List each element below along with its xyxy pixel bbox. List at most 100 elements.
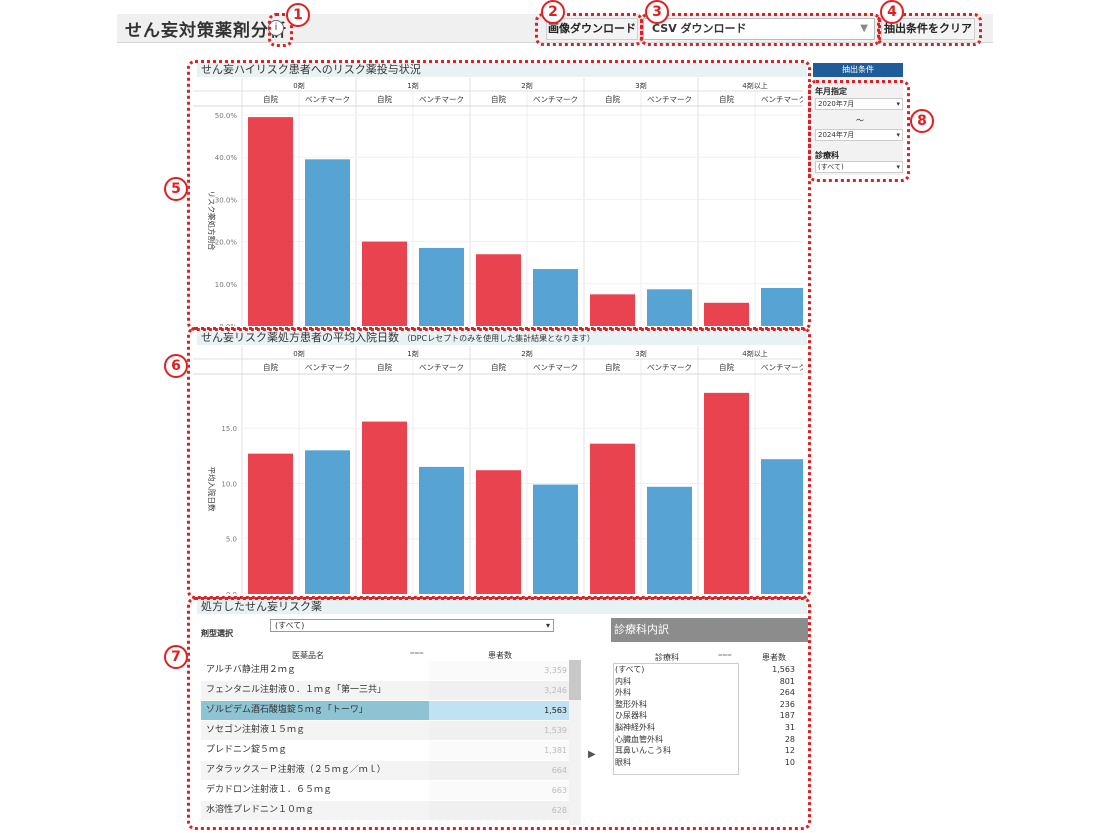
drug-row[interactable]: デカドロン注射液１．６５ｍｇ 663 — [201, 781, 569, 800]
bar-benchmark-4 — [761, 459, 803, 594]
group-label: 3剤 — [635, 81, 646, 90]
y-tick-label: 10.0 — [221, 480, 237, 488]
bar-benchmark-0 — [305, 450, 350, 594]
dept-name: 心臓血管外科 — [615, 734, 663, 744]
clear-filters-button[interactable]: 抽出条件をクリア — [881, 18, 975, 40]
bar-benchmark-2 — [533, 269, 578, 326]
bar-own-2 — [476, 470, 521, 594]
bar-own-0 — [248, 117, 293, 326]
row-bg — [429, 701, 569, 720]
dept-row[interactable]: 外科 264 — [613, 687, 795, 698]
dept-sort-icon[interactable]: ⩶ — [718, 650, 732, 659]
bar-own-4 — [704, 302, 749, 326]
image-download-button[interactable]: 画像ダウンロード — [546, 18, 638, 40]
dept-count: 12 — [784, 746, 795, 756]
play-arrow-icon: ▶ — [588, 749, 596, 760]
dosage-form-select[interactable]: (すべて) — [270, 619, 554, 632]
row-bg — [201, 721, 429, 740]
row-bg — [429, 761, 569, 780]
risk-drug-ratio-chart: 0剤 自院 ベンチマーク 1剤 自院 ベンチマーク 2剤 自院 ベンチマーク 3剤 自院 ベンチマーク… — [193, 78, 803, 326]
dept-row[interactable]: (すべて) 1,563 — [613, 664, 795, 675]
drug-row[interactable]: フェンタニル注射液０．１ｍｇ「第一三共」 3,246 — [201, 681, 569, 700]
dept-count: 28 — [784, 734, 795, 744]
csv-download-select[interactable]: CSV ダウンロード ▼ — [643, 18, 875, 40]
drug-count: 3,359 — [544, 666, 567, 675]
sub-label: 自院 — [263, 94, 278, 104]
drug-count: 1,381 — [544, 746, 567, 755]
drug-name: プレドニン錠５ｍｇ — [206, 745, 288, 755]
dept-name: 内科 — [615, 676, 631, 686]
chart1-title: せん妄ハイリスク患者へのリスク薬投与状況 — [197, 63, 807, 77]
dept-count: 187 — [779, 711, 795, 721]
drug-table-scrollbar[interactable] — [569, 660, 581, 825]
dept-count: 236 — [779, 699, 795, 709]
dept-col-header[interactable]: 診療科 — [655, 653, 679, 662]
dept-row[interactable]: ひ尿器科 187 — [613, 710, 795, 721]
drug-row[interactable]: ゾルピデム酒石酸塩錠５ｍｇ「トーワ」 1,563 — [201, 701, 569, 720]
sub-label: ベンチマーク — [533, 363, 578, 372]
drug-count-header[interactable]: 患者数 — [488, 651, 512, 660]
chart2-subtitle: （DPCレセプトのみを使用した集計結果となります） — [402, 334, 595, 343]
drug-name-header[interactable]: 医薬品名 — [292, 651, 324, 660]
page-title: せん妄対策薬剤分析 — [125, 21, 287, 41]
bar-own-2 — [476, 254, 521, 326]
group-label: 4剤以上 — [742, 349, 767, 358]
drug-name: 水溶性プレドニン１０ｍｇ — [206, 805, 315, 815]
period-from-select[interactable]: 2020年7月 — [815, 98, 903, 110]
dept-row[interactable]: 心臓血管外科 28 — [613, 734, 795, 745]
bar-own-0 — [248, 453, 293, 594]
period-to-select[interactable]: 2024年7月 — [815, 129, 903, 141]
sub-label: 自院 — [491, 94, 506, 104]
y-tick-label: 30.0% — [215, 196, 238, 204]
y-axis-label: リスク薬処方割合 — [207, 191, 217, 251]
csv-download-label: CSV ダウンロード — [652, 22, 747, 35]
row-bg — [201, 781, 429, 800]
y-tick-label: 15.0 — [221, 425, 237, 433]
dept-row[interactable]: 整形外科 236 — [613, 699, 795, 710]
sub-label: 自院 — [377, 94, 392, 104]
chart2-title-text: せん妄リスク薬処方患者の平均入院日数 — [201, 331, 399, 344]
bar-benchmark-1 — [419, 247, 464, 326]
sub-label: 自院 — [605, 94, 620, 104]
sort-icon[interactable]: ⩶ — [410, 648, 424, 657]
dept-count: 1,563 — [772, 665, 795, 674]
dept-count-header[interactable]: 患者数 — [762, 653, 786, 662]
drug-count: 664 — [551, 766, 567, 775]
bar-own-1 — [362, 241, 407, 326]
dept-row[interactable]: 眼科 10 — [613, 757, 795, 768]
drug-row[interactable]: アルチバ静注用２ｍｇ 3,359 — [201, 661, 569, 680]
bar-own-3 — [590, 294, 635, 326]
callout-3-badge: 3 — [645, 0, 669, 24]
bar-benchmark-4 — [761, 288, 803, 326]
sub-label: ベンチマーク — [419, 363, 464, 372]
dept-row[interactable]: 内科 801 — [613, 676, 795, 687]
bar-benchmark-3 — [647, 486, 692, 594]
row-bg — [201, 701, 429, 720]
sub-label: ベンチマーク — [305, 95, 350, 104]
dept-count: 801 — [779, 676, 795, 686]
row-bg — [429, 801, 569, 820]
y-tick-label: 0.0% — [219, 323, 237, 326]
row-bg — [201, 801, 429, 820]
chevron-down-icon: ▼ — [860, 23, 868, 34]
drug-row[interactable]: アタラックス－Ｐ注射液（２５ｍｇ／ｍｌ） 664 — [201, 761, 569, 780]
callout-6-frame — [187, 327, 811, 599]
dept-row[interactable]: 耳鼻いんこう科 12 — [613, 745, 795, 756]
callout-4-badge: 4 — [880, 0, 904, 24]
drug-name: ゾルピデム酒石酸塩錠５ｍｇ「トーワ」 — [206, 705, 368, 715]
dept-name: 眼科 — [615, 757, 631, 767]
period-label: 年月指定 — [815, 87, 847, 96]
row-bg — [429, 681, 569, 700]
group-label: 4剤以上 — [742, 81, 767, 90]
drug-row[interactable]: 水溶性プレドニン１０ｍｇ 628 — [201, 801, 569, 820]
drug-count: 628 — [551, 806, 567, 815]
dept-filter-select[interactable]: (すべて) — [815, 161, 903, 173]
y-tick-label: 0.0 — [226, 591, 237, 594]
drug-row[interactable]: ソセゴン注射液１５ｍｇ 1,539 — [201, 721, 569, 740]
drug-row[interactable]: プレドニン錠５ｍｇ 1,381 — [201, 741, 569, 760]
row-bg — [429, 741, 569, 760]
scrollbar-thumb[interactable] — [569, 660, 581, 700]
row-bg — [201, 681, 429, 700]
dept-row[interactable]: 脳神経外科 31 — [613, 722, 795, 733]
group-label: 1剤 — [407, 349, 418, 358]
